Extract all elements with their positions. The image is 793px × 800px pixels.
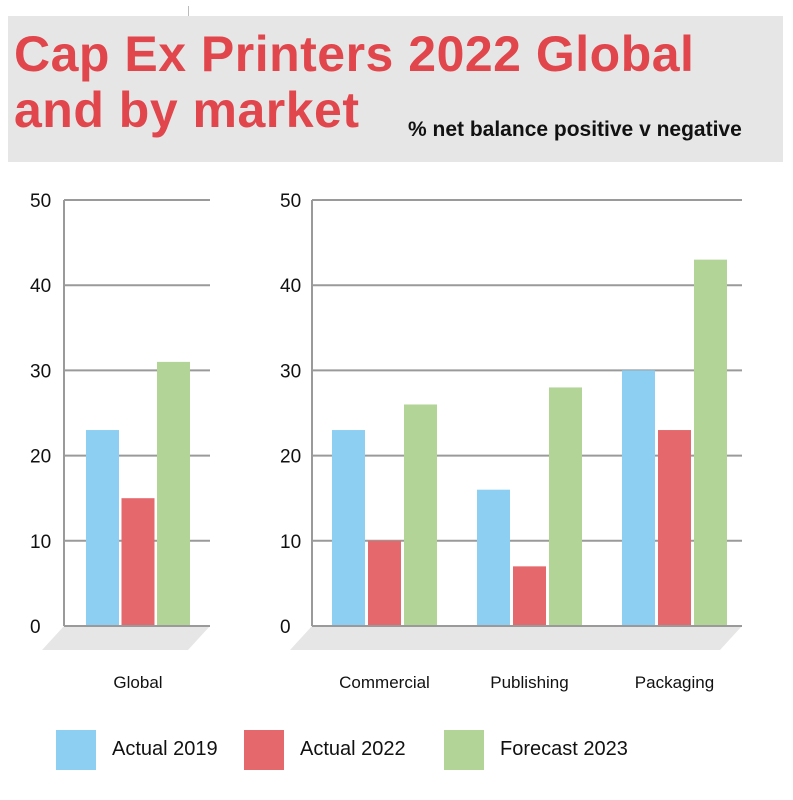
bar-global-forecast-2023 (157, 361, 190, 626)
bar-packaging-actual-2022 (658, 430, 691, 626)
bar-packaging-forecast-2023 (694, 259, 727, 626)
chart-title-line-2: and by market (14, 82, 360, 138)
bar-commercial-actual-2022 (368, 540, 401, 626)
bar-packaging-actual-2019 (622, 370, 655, 626)
chart-1-y-tick-label: 20 (30, 447, 51, 468)
chart-subtitle: % net balance positive v negative (408, 118, 742, 141)
legend: Actual 2019 Actual 2022 Forecast 2023 (0, 730, 793, 770)
chart-1-y-tick-label: 10 (30, 532, 51, 553)
chart-2-y-tick-label: 30 (280, 361, 301, 382)
chart-1-y-tick-label: 50 (30, 191, 51, 212)
chart-1-floor (42, 626, 210, 650)
chart-2-y-tick-label: 50 (280, 191, 301, 212)
legend-swatch-forecast-2023 (444, 730, 484, 770)
title-panel (8, 16, 783, 162)
chart-1-y-tick-label: 30 (30, 361, 51, 382)
bar-publishing-actual-2022 (513, 566, 546, 626)
chart-2-floor (290, 626, 742, 650)
bar-commercial-forecast-2023 (404, 404, 437, 626)
category-label-packaging: Packaging (635, 673, 714, 692)
chart-1-y-tick-label: 40 (30, 276, 51, 297)
bar-global-actual-2022 (121, 498, 155, 626)
bar-publishing-forecast-2023 (549, 387, 582, 626)
category-label-commercial: Commercial (339, 673, 430, 692)
legend-label-actual-2022: Actual 2022 (300, 738, 406, 760)
chart-2-y-tick-label: 20 (280, 447, 301, 468)
chart-2-y-tick-label: 40 (280, 276, 301, 297)
legend-swatch-actual-2022 (244, 730, 284, 770)
bar-global-actual-2019 (86, 430, 119, 626)
category-label-global: Global (113, 673, 162, 692)
bar-commercial-actual-2019 (332, 430, 365, 626)
bar-publishing-actual-2019 (477, 489, 510, 626)
chart-1-y-tick-label: 0 (30, 617, 41, 638)
chart-title-line-1: Cap Ex Printers 2022 Global (14, 26, 695, 82)
chart-2-y-tick-label: 0 (280, 617, 291, 638)
crop-mark (188, 6, 189, 16)
bar-charts: 0 10 20 30 40 50 Global 0 10 20 30 40 50 Commercial Pu… (30, 191, 742, 692)
category-label-publishing: Publishing (490, 673, 568, 692)
legend-label-actual-2019: Actual 2019 (112, 738, 218, 760)
legend-swatch-actual-2019 (56, 730, 96, 770)
chart-2-y-tick-label: 10 (280, 532, 301, 553)
legend-label-forecast-2023: Forecast 2023 (500, 738, 628, 760)
